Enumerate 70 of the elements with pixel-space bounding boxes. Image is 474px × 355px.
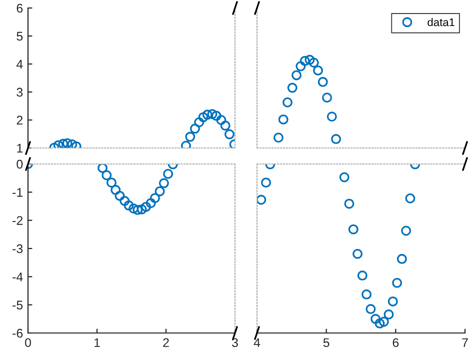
y-tick-label: -5 (12, 300, 23, 310)
y-tick-label: 0 (16, 160, 23, 169)
point (261, 178, 272, 188)
point (150, 193, 160, 204)
y-tick-label: -1 (12, 188, 23, 197)
x-tick-label: 7 (462, 338, 468, 347)
y-tick-label: 6 (16, 4, 23, 13)
point (388, 296, 398, 306)
point (132, 204, 143, 215)
point (98, 164, 108, 173)
x-tick-label: 5 (323, 338, 330, 348)
y-tick-label: -4 (12, 272, 23, 282)
y-tick-label: 5 (16, 32, 23, 41)
point (102, 170, 112, 180)
point (282, 97, 293, 108)
x-tick-label: 0 (25, 338, 31, 348)
point (326, 112, 337, 122)
point (357, 270, 368, 281)
point (366, 304, 376, 314)
y-tick-label: -3 (12, 244, 23, 254)
y-tick-label: 3 (16, 88, 23, 97)
point (146, 198, 156, 208)
point (163, 168, 174, 179)
point (313, 65, 324, 76)
point (405, 193, 416, 204)
point (110, 184, 121, 195)
point (304, 54, 315, 65)
point (378, 316, 389, 327)
point (362, 289, 372, 300)
x-tick-label: 1 (94, 338, 100, 347)
x-tick-label: 2 (163, 338, 169, 347)
point (344, 198, 354, 209)
point (128, 204, 139, 214)
y-tick-label: -6 (12, 328, 23, 338)
point (396, 254, 407, 264)
point (114, 190, 125, 201)
point (322, 92, 332, 103)
point (257, 194, 266, 205)
point (287, 82, 298, 93)
point (154, 186, 165, 196)
y-tick-label: 2 (16, 116, 23, 125)
point (331, 134, 342, 144)
point (140, 202, 151, 212)
point (292, 70, 302, 80)
point (300, 56, 310, 66)
point (278, 114, 288, 124)
y-tick-label: 1 (17, 144, 23, 153)
legend-label: data1 (428, 18, 454, 26)
point (124, 200, 134, 210)
y-tick-label: -2 (12, 216, 23, 225)
point (384, 309, 394, 320)
y-tick-label: 4 (16, 60, 23, 69)
point (120, 196, 130, 206)
point (339, 172, 350, 182)
point (352, 248, 363, 259)
point (296, 61, 306, 72)
point (392, 278, 402, 288)
point (273, 132, 284, 143)
point (106, 178, 116, 188)
point (136, 204, 147, 214)
x-tick-label: 3 (232, 338, 238, 348)
point (318, 76, 328, 87)
point (158, 178, 169, 188)
point (374, 318, 385, 328)
x-tick-label: 4 (254, 338, 260, 347)
point (401, 226, 412, 236)
x-tick-label: 6 (392, 338, 399, 348)
point (348, 224, 358, 234)
point (308, 58, 319, 68)
point (370, 314, 381, 324)
